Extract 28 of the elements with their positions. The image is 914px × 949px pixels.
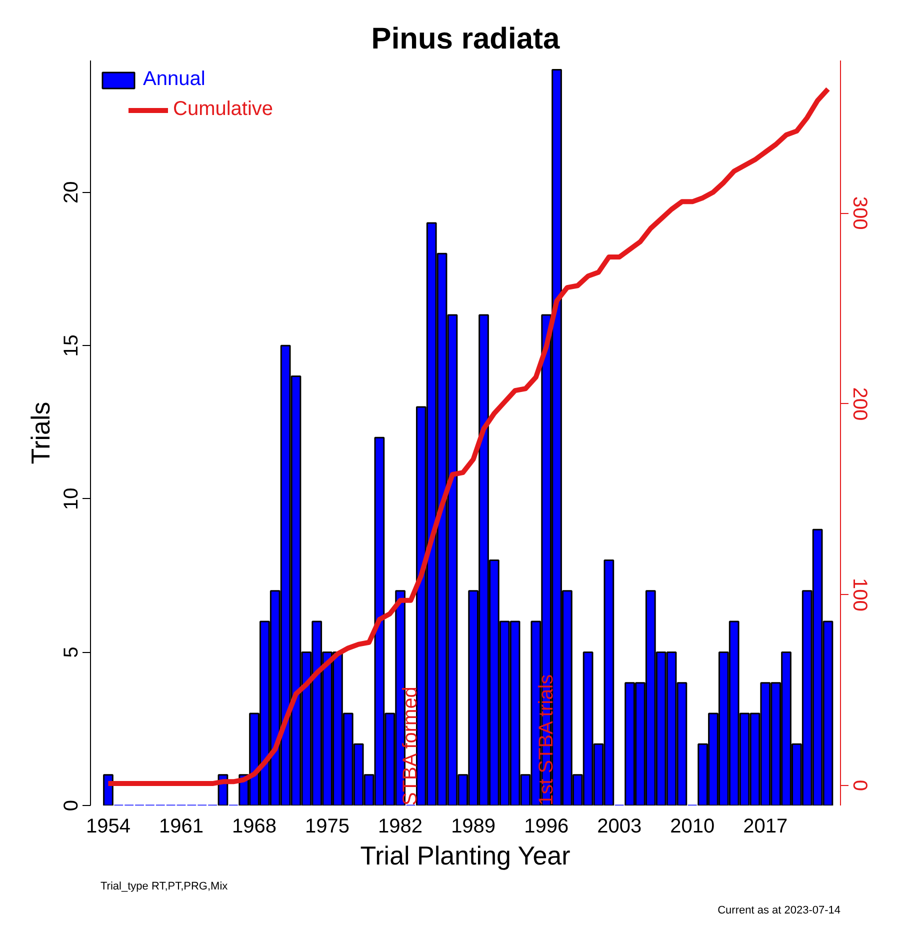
x-tick-label: 1975 (305, 816, 350, 838)
legend-label: Annual (143, 68, 206, 91)
annotation: 1st STBA trials (535, 674, 558, 806)
x-tick-label: 2003 (597, 816, 642, 838)
x-tick-label: 2017 (743, 816, 788, 838)
legend-label: Cumulative (173, 98, 274, 121)
text: Current as at 2023-07-14 (718, 904, 841, 916)
x-tick-label: 1961 (159, 816, 204, 838)
y2-tick-label: 0 (848, 780, 870, 792)
x-tick-label: 1996 (524, 816, 569, 838)
y-tick-label: 5 (60, 646, 82, 658)
x-tick-label: 1989 (451, 816, 496, 838)
y-tick-label: 10 (60, 488, 82, 510)
y-tick-label: 20 (60, 181, 82, 204)
annotation: STBA formed (400, 686, 422, 806)
x-tick-label: 1982 (378, 816, 423, 838)
y2-tick-label: 300 (848, 196, 870, 230)
text: Trial_type RT,PT,PRG,Mix (100, 880, 228, 892)
y2-tick-label: 100 (848, 578, 870, 612)
x-axis-title: Trial Planting Year (360, 840, 571, 870)
x-tick-label: 1954 (86, 816, 130, 838)
chart-title: Pinus radiata (371, 22, 560, 56)
y-tick-label: 0 (60, 800, 82, 812)
y-axis-title: Trials (26, 402, 56, 464)
y2-tick-label: 200 (848, 387, 870, 421)
x-tick-label: 1968 (232, 816, 277, 838)
y-tick-label: 15 (60, 334, 82, 357)
x-tick-label: 2010 (670, 816, 715, 838)
